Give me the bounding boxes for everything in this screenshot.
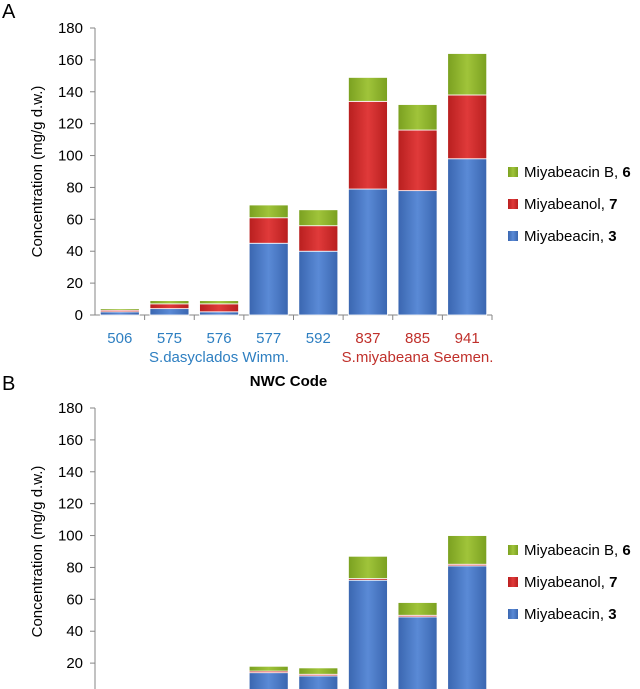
bar-885-green [397, 602, 438, 616]
y-tick-label: 180 [58, 20, 83, 37]
y-tick-label: 20 [66, 275, 83, 292]
group-label: S.dasyclados Wimm. [149, 349, 289, 366]
bar-885-blue [397, 616, 438, 689]
bar-592-green [298, 209, 339, 227]
legend-label: Miyabeacin, 3 [524, 606, 617, 623]
x-tick-label-885: 885 [405, 330, 430, 347]
chart-panel-a: A 0 20 40 60 80 100 120 140 160 180 Concentration (… [2, 1, 631, 390]
bar-575-red [149, 303, 190, 310]
y-tick-label: 120 [58, 496, 83, 513]
y-tick-label: 100 [58, 148, 83, 165]
bar-885-green [397, 104, 438, 131]
y-tick-label: 100 [58, 528, 83, 545]
bar-576-blue [199, 311, 239, 316]
bar-837-red [348, 100, 388, 190]
legend-label: Miyabeacin B, 6 [524, 542, 631, 559]
y-tick-label: 60 [66, 211, 83, 228]
x-axis-label: NWC Code [250, 373, 328, 390]
x-tick-label-592: 592 [306, 330, 331, 347]
y-tick-label: 140 [58, 464, 83, 481]
bar-575-green [149, 300, 190, 305]
legend-label: Miyabeanol, 7 [524, 574, 617, 591]
y-tick-label: 180 [58, 400, 83, 417]
bar-592-blue [298, 250, 339, 316]
bar-577-green [248, 204, 289, 219]
bar-837-green [348, 77, 388, 102]
y-tick-label: 40 [66, 243, 83, 260]
bar-941-blue [447, 565, 488, 689]
legend-swatch-red [508, 577, 518, 587]
panel-label: A [2, 1, 16, 23]
y-tick-label: 80 [66, 179, 83, 196]
bar-592-blue [298, 675, 339, 689]
bar-941-red [447, 94, 488, 160]
y-tick-label: 60 [66, 591, 83, 608]
bar-577-green [248, 665, 289, 672]
legend-swatch-blue [508, 231, 518, 241]
group-label: S.miyabeana Seemen. [342, 349, 494, 366]
bar-941-blue [447, 158, 488, 316]
bar-577-blue [248, 672, 289, 689]
bar-941-green [447, 535, 488, 565]
bar-885-blue [397, 190, 438, 316]
y-tick-label: 140 [58, 84, 83, 101]
y-tick-label: 160 [58, 432, 83, 449]
bar-576-red [199, 303, 239, 313]
y-tick-label: 40 [66, 623, 83, 640]
y-tick-label: 160 [58, 52, 83, 69]
bar-506-blue [99, 311, 140, 316]
y-axis-label: Concentration (mg/g d.w.) [29, 86, 46, 258]
bar-576-green [199, 300, 239, 305]
bar-885-red [397, 129, 438, 192]
x-tick-label-837: 837 [355, 330, 380, 347]
bar-577-blue [248, 242, 289, 316]
legend-swatch-green [508, 545, 518, 555]
legend-label: Miyabeanol, 7 [524, 196, 617, 213]
bar-506-green [99, 308, 140, 311]
legend-label: Miyabeacin B, 6 [524, 164, 631, 181]
x-tick-label-506: 506 [107, 330, 132, 347]
legend-swatch-green [508, 167, 518, 177]
x-tick-label-577: 577 [256, 330, 281, 347]
x-tick-label-575: 575 [157, 330, 182, 347]
bar-837-green [348, 555, 388, 580]
legend-swatch-blue [508, 609, 518, 619]
bar-592-red [298, 225, 339, 252]
y-tick-label: 80 [66, 559, 83, 576]
bar-941-green [447, 53, 488, 96]
y-axis-label: Concentration (mg/g d.w.) [29, 466, 46, 638]
panel-label: B [2, 373, 15, 395]
bar-837-blue [348, 188, 388, 316]
bar-577-red [248, 217, 289, 244]
legend-label: Miyabeacin, 3 [524, 228, 617, 245]
y-tick-label: 120 [58, 116, 83, 133]
legend-swatch-red [508, 199, 518, 209]
y-tick-label: 20 [66, 655, 83, 672]
bar-592-green [298, 667, 339, 675]
bar-837-blue [348, 579, 388, 689]
bar-575-blue [149, 308, 190, 316]
x-tick-label-941: 941 [455, 330, 480, 347]
chart-panel-b: B 20 40 60 80 100 120 140 160 180 Concentration (m… [2, 373, 631, 689]
x-tick-label-576: 576 [207, 330, 232, 347]
y-tick-label: 0 [75, 307, 83, 324]
